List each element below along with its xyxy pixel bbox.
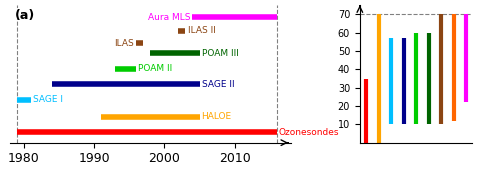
Text: (a): (a) (15, 9, 36, 22)
Text: HALOE: HALOE (201, 112, 232, 121)
Text: Ozonesondes: Ozonesondes (279, 128, 339, 137)
Text: POAM II: POAM II (138, 64, 173, 73)
Text: SAGE II: SAGE II (201, 80, 234, 89)
Text: POAM III: POAM III (201, 49, 239, 58)
Text: ILAS II: ILAS II (187, 26, 215, 35)
Text: (b): (b) (321, 0, 341, 2)
Text: ILAS: ILAS (114, 38, 134, 48)
Text: SAGE I: SAGE I (33, 95, 63, 104)
Text: Aura MLS: Aura MLS (148, 13, 190, 22)
Text: km: km (422, 0, 437, 2)
